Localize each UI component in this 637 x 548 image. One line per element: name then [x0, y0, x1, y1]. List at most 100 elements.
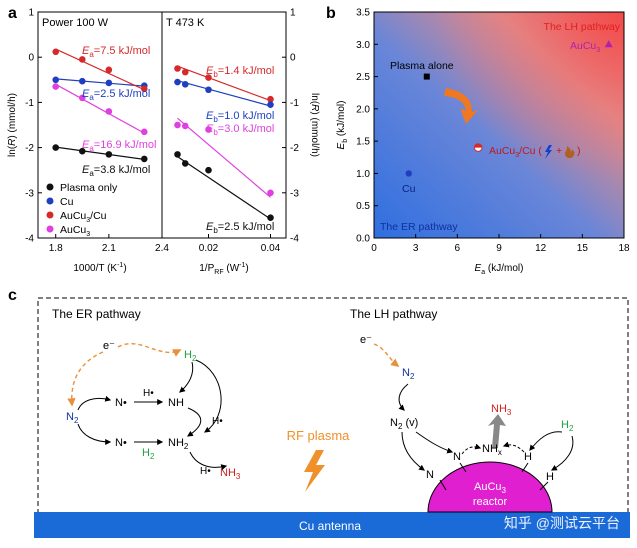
y-tick-label: -1: [25, 98, 34, 109]
annotation-eb-aucu3: Eb=3.0 kJ/mol: [206, 123, 274, 137]
er-arrow-nh-nh2: [186, 407, 202, 437]
x-tick-label: 1.8: [49, 243, 63, 254]
data-point: [267, 214, 274, 221]
curved-arrow-orange: [444, 88, 478, 124]
lh-arrow-h2-h1: [529, 431, 563, 451]
watermark: 知乎 @测试云平台: [504, 515, 620, 531]
point-label-plasma: Plasma alone: [390, 60, 454, 72]
er-arrow-n2-ntop: [77, 395, 112, 411]
lh-site-h2: H: [546, 471, 554, 483]
data-point: [205, 126, 212, 133]
y-tick-label: 1: [28, 8, 34, 19]
flame-icon: [565, 146, 575, 158]
er-n2: N2: [66, 411, 79, 425]
fit-line: [177, 65, 271, 102]
legend-label-aucu3: AuCu3: [60, 224, 90, 238]
er-nh: NH: [168, 397, 184, 409]
data-point: [78, 77, 86, 85]
point-label-aucu3: AuCu3: [570, 40, 600, 54]
panel-label-c: c: [8, 287, 17, 304]
x-tick-label: 0.02: [199, 243, 219, 254]
y-tick-label: 0.5: [356, 201, 370, 212]
x-tick-label: 2.1: [102, 243, 116, 254]
data-point: [140, 85, 148, 93]
lh-arrow-n2v-n2: [415, 431, 454, 454]
data-point: [181, 160, 189, 167]
panel-b-axes: 0 3 6 9 12 15 18 0.0 0.5 1.0 1.5 2.0 2.5 3.0 3.5: [356, 8, 630, 255]
fit-line: [177, 117, 271, 198]
lh-n2: N2: [402, 367, 415, 381]
data-point: [205, 166, 212, 174]
annotation-ea-aucu3: Ea=16.9 kJ/mol: [82, 139, 156, 153]
er-arrow-h2-nh: [179, 361, 194, 393]
data-point: [52, 83, 60, 90]
panel-c-frame: [37, 297, 629, 533]
panel-a-legend: Plasma only Cu AuCu3/Cu AuCu3: [46, 182, 118, 238]
lh-arrow-n2v-n: [401, 431, 425, 471]
panel-label-b: b: [326, 5, 336, 22]
annotation-eb-plasma: Eb=2.5 kJ/mol: [206, 221, 274, 235]
data-point: [78, 147, 86, 155]
y-tick-label: -2: [290, 143, 299, 154]
er-n-top: N•: [115, 397, 127, 409]
reactor-bond-3: [521, 462, 529, 473]
panel-label-a: a: [8, 5, 17, 22]
reactor-bond-1: [439, 479, 447, 491]
er-scheme: e⁻ H2 N2 N• H• NH H• N• H2 NH2 H• NH3: [66, 340, 241, 481]
cu-antenna-bar: [34, 512, 630, 538]
y-tick-label: 0: [28, 53, 34, 64]
data-point: [140, 155, 148, 163]
reactor-label-2: reactor: [473, 496, 508, 508]
lh-electron-path: [373, 343, 400, 368]
fit-line: [55, 48, 145, 91]
lh-site-n1: N: [426, 469, 434, 481]
x-tick-label: 6: [455, 243, 461, 254]
fit-line: [55, 78, 145, 87]
data-point: [105, 108, 113, 115]
er-h-dot-3: H•: [200, 466, 211, 477]
x-tick-label: 15: [577, 243, 589, 254]
fit-line: [177, 80, 271, 107]
data-point: [181, 81, 189, 88]
point-label-cu: Cu: [402, 183, 416, 195]
er-h-dot-1: H•: [143, 388, 154, 399]
lh-h2: H2: [561, 419, 574, 433]
y-tick-label: 2.0: [356, 104, 370, 115]
data-point: [267, 101, 274, 108]
data-point: [174, 121, 181, 129]
y-tick-label: 0: [290, 53, 296, 64]
data-point: [52, 76, 60, 84]
lh-scheme: e⁻ N2 N2 (v) NH3 NHx H2 N N H H AuCu3 re…: [360, 334, 574, 513]
annotation-ea-aucu3cu: Ea=7.5 kJ/mol: [82, 45, 150, 59]
data-point-cu: [405, 170, 412, 177]
legend-marker-plasma: [46, 183, 54, 191]
y-tick-label: -3: [290, 188, 299, 199]
legend-marker-aucu3cu: [46, 211, 54, 219]
panel-a-left-axes: 1.8 2.1 2.4 1 0 -1 -2 -3 -4: [25, 8, 169, 255]
data-point: [105, 66, 113, 74]
lh-n2v: N2 (v): [390, 417, 418, 431]
lh-site-n2: N: [453, 451, 461, 463]
lightning-icon: [545, 145, 552, 159]
data-point: [140, 128, 148, 136]
close-paren: ): [577, 145, 581, 157]
panel-a-left-ylabel: ln(R) (mmol/h): [7, 93, 18, 157]
data-point: [78, 56, 86, 63]
data-point: [267, 95, 274, 103]
er-arrow-nh2-nh3: [189, 451, 228, 471]
data-point: [174, 151, 181, 158]
x-tick-label: 12: [535, 243, 547, 254]
reactor-bond-2: [459, 462, 467, 473]
reactor-dome: [427, 461, 553, 513]
fit-line: [55, 83, 145, 134]
data-point: [174, 65, 181, 72]
data-point: [174, 78, 181, 86]
annotation-eb-aucu3cu: Eb=1.4 kJ/mol: [206, 65, 274, 79]
data-point: [105, 79, 113, 87]
lh-site-h1: H: [524, 451, 532, 463]
y-tick-label: -1: [290, 98, 299, 109]
panel-a-left-xlabel: 1000/T (K-1): [73, 262, 126, 274]
panel-b-xlabel: Ea (kJ/mol): [475, 263, 524, 276]
data-point: [105, 151, 113, 158]
